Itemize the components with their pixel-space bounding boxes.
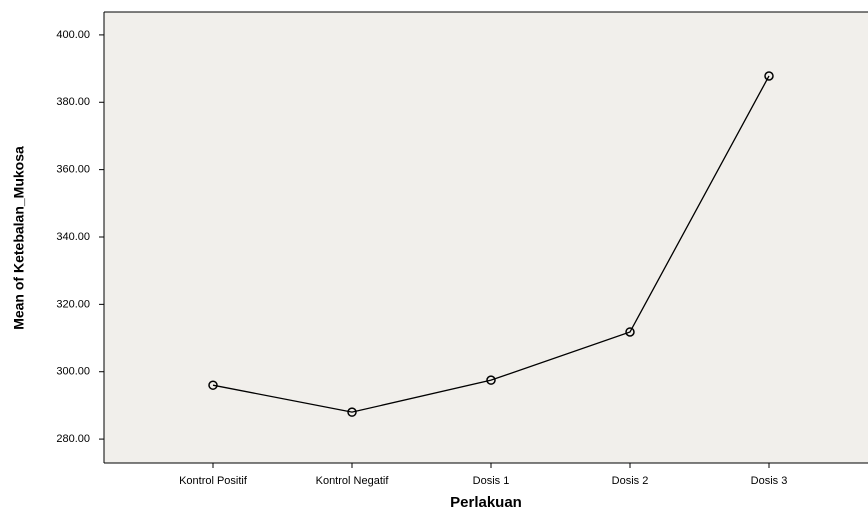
y-tick-label: 300.00 — [56, 366, 90, 378]
x-tick-label: Kontrol Negatif — [316, 475, 390, 487]
y-tick-label: 380.00 — [56, 96, 90, 108]
y-tick-label: 360.00 — [56, 164, 90, 176]
chart: Mean of Ketebalan_Mukosa Perlakuan 280.0… — [0, 0, 868, 513]
y-tick-label: 340.00 — [56, 231, 90, 243]
x-tick-label: Dosis 3 — [751, 475, 788, 487]
x-axis-title: Perlakuan — [450, 494, 522, 511]
plot-background — [104, 12, 868, 463]
y-tick-label: 320.00 — [56, 298, 90, 310]
y-tick-label: 400.00 — [56, 29, 90, 41]
x-tick-label: Dosis 1 — [473, 475, 510, 487]
y-tick-label: 280.00 — [56, 433, 90, 445]
y-axis-title: Mean of Ketebalan_Mukosa — [11, 146, 27, 330]
x-tick-label: Dosis 2 — [612, 475, 649, 487]
x-tick-label: Kontrol Positif — [179, 475, 248, 487]
